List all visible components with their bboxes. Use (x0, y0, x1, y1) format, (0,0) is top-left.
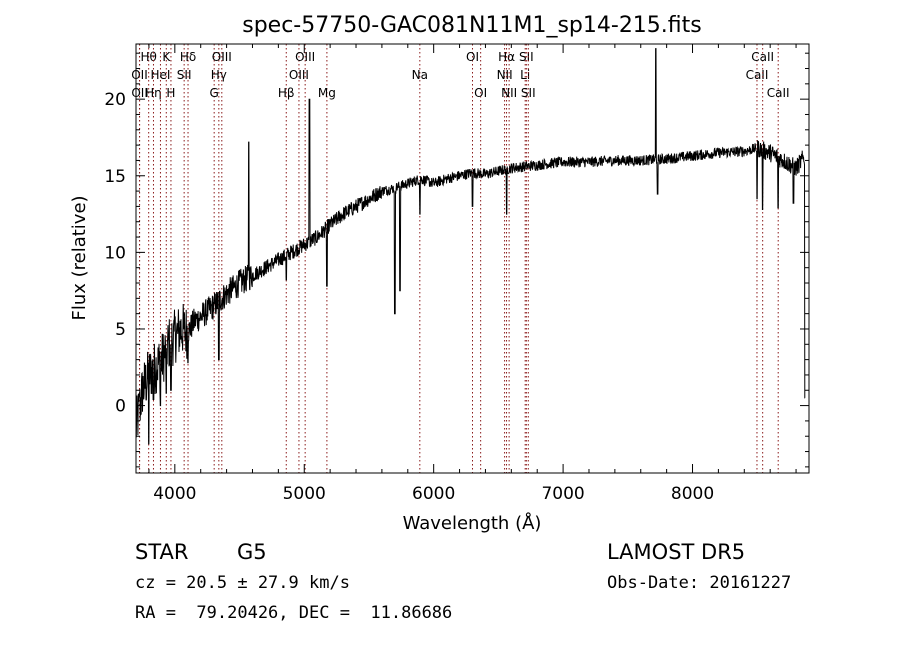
line-markers: OIIOIIHθHηHeIKHSIIHδGHγOIIIHβOIIIOIIIMgN… (131, 44, 790, 473)
object-subclass: G5 (237, 540, 267, 564)
line-marker-label: Hγ (211, 68, 227, 82)
line-marker-label: CaII (767, 86, 790, 100)
y-axis-label: Flux (relative) (69, 195, 90, 320)
y-tick-label: 10 (104, 243, 126, 263)
line-marker-label: Hθ (140, 50, 156, 64)
line-marker-label: Li (520, 68, 530, 82)
line-marker-label: Hα (498, 50, 515, 64)
line-marker-label: OIII (212, 50, 232, 64)
line-marker-label: OI (474, 86, 487, 100)
y-tick-label: 0 (115, 397, 126, 417)
line-marker-label: OIII (289, 68, 309, 82)
line-marker-label: Hδ (180, 50, 196, 64)
line-marker-label: HeI (150, 68, 170, 82)
line-marker-label: Hη (145, 86, 162, 100)
spectrum-line (135, 48, 806, 445)
line-marker-label: H (166, 86, 175, 100)
line-marker-label: Mg (318, 86, 336, 100)
redshift-text: cz = 20.5 ± 27.9 km/s (135, 573, 350, 593)
y-tick-label: 5 (115, 320, 126, 340)
line-marker-label: CaII (751, 50, 774, 64)
obs-date: Obs-Date: 20161227 (607, 573, 792, 593)
axes: 4000 5000 6000 7000 8000 0 5 10 15 20 (104, 44, 809, 504)
line-marker-label: NII (497, 68, 513, 82)
line-marker-label: K (162, 50, 171, 64)
line-marker-label: OIII (295, 50, 315, 64)
object-class: STAR (135, 540, 189, 564)
x-axis-label: Wavelength (Å) (403, 512, 542, 534)
line-marker-label: SII (177, 68, 192, 82)
chart-title: spec-57750-GAC081N11M1_sp14-215.fits (242, 13, 702, 38)
x-tick-label: 6000 (412, 484, 455, 504)
x-tick-label: 4000 (153, 484, 196, 504)
survey-name: LAMOST DR5 (607, 540, 746, 564)
line-marker-label: NII (501, 86, 517, 100)
x-tick-label: 7000 (541, 484, 584, 504)
line-marker-label: Na (412, 68, 428, 82)
line-marker-label: SII (519, 50, 534, 64)
x-tick-label: 5000 (283, 484, 326, 504)
x-tick-label: 8000 (671, 484, 714, 504)
line-marker-label: SII (521, 86, 536, 100)
y-tick-label: 20 (104, 90, 126, 110)
y-tick-label: 15 (104, 167, 126, 187)
coordinates: RA = 79.20426, DEC = 11.86686 (135, 603, 453, 623)
line-marker-label: G (210, 86, 219, 100)
line-marker-label: Hβ (278, 86, 295, 100)
line-marker-label: OII (131, 68, 148, 82)
spectrum (135, 48, 806, 445)
line-marker-label: OI (466, 50, 479, 64)
line-marker-label: CaII (746, 68, 769, 82)
line-marker-label: OII (131, 86, 148, 100)
plot-frame (135, 43, 810, 474)
